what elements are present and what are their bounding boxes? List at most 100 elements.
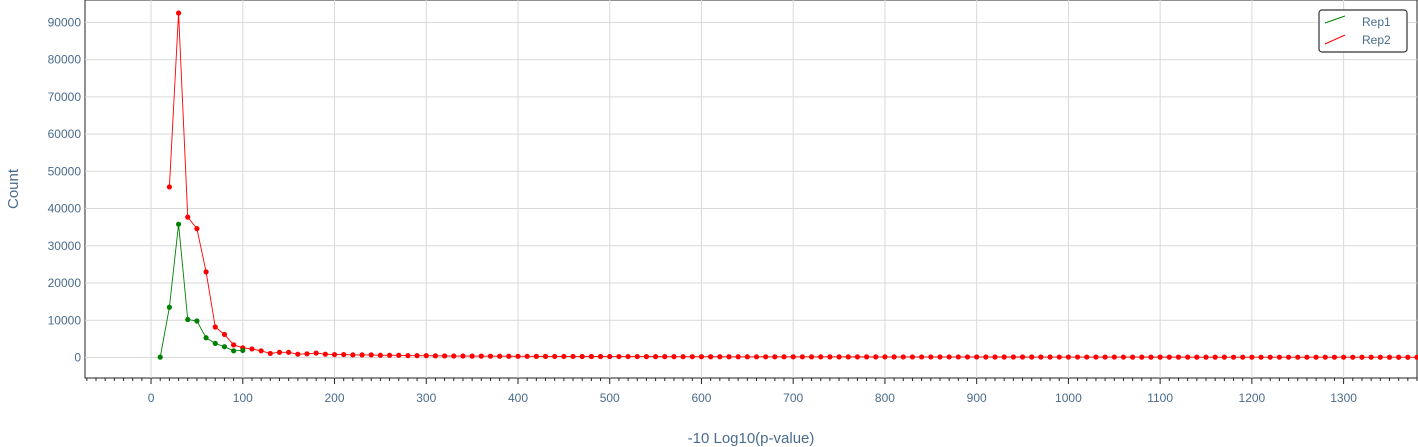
- data-point-rep2: [322, 351, 328, 357]
- data-point-rep2: [1139, 354, 1145, 360]
- data-point-rep2: [974, 354, 980, 360]
- x-tick-label: 1300: [1330, 391, 1357, 405]
- data-point-rep2: [698, 354, 705, 360]
- data-point-rep2: [1240, 354, 1246, 360]
- data-point-rep2: [790, 354, 796, 360]
- y-tick-label: 10000: [48, 313, 82, 327]
- x-tick-label: 400: [508, 391, 528, 405]
- x-tick-label: 1000: [1055, 391, 1082, 405]
- data-point-rep1: [194, 318, 200, 324]
- data-point-rep2: [1157, 354, 1163, 360]
- data-point-rep2: [1249, 354, 1255, 360]
- data-point-rep2: [964, 354, 971, 360]
- data-point-rep2: [763, 354, 769, 360]
- y-tick-label: 60000: [48, 127, 82, 141]
- data-point-rep1: [240, 347, 246, 354]
- data-point-rep2: [799, 354, 805, 360]
- y-tick-label: 30000: [48, 239, 82, 253]
- y-tick-label: 20000: [48, 276, 82, 290]
- data-point-rep2: [579, 353, 585, 360]
- data-point-rep2: [597, 353, 604, 360]
- data-point-rep2: [249, 346, 255, 352]
- data-point-rep2: [937, 354, 943, 360]
- legend-box: [1318, 9, 1408, 53]
- data-point-rep2: [808, 354, 815, 360]
- data-point-rep2: [1276, 354, 1282, 360]
- data-point-rep2: [524, 353, 530, 359]
- data-point-rep2: [1212, 354, 1218, 360]
- data-point-rep2: [1359, 354, 1365, 360]
- x-tick-label: 300: [416, 391, 436, 405]
- data-point-rep2: [1304, 354, 1310, 360]
- legend-label-rep1: Rep1: [1362, 15, 1391, 29]
- x-tick-label: 200: [325, 391, 345, 405]
- data-point-rep2: [744, 354, 750, 360]
- data-point-rep2: [1341, 354, 1347, 360]
- data-point-rep2: [1120, 354, 1127, 360]
- data-point-rep2: [396, 352, 402, 358]
- data-point-rep2: [552, 353, 558, 360]
- data-point-rep2: [286, 349, 292, 355]
- legend: Rep1 Rep2: [1318, 9, 1408, 53]
- y-axis: 0 10000 20000 30000 40000 50000 60000 70000 8000…: [48, 15, 82, 364]
- y-tick-label: 90000: [48, 15, 82, 29]
- data-point-rep2: [304, 351, 310, 357]
- data-point-rep2: [1331, 354, 1338, 360]
- data-point-rep2: [909, 354, 916, 360]
- x-tick-label: 1200: [1239, 391, 1266, 405]
- data-point-rep2: [753, 354, 760, 360]
- legend-label-rep2: Rep2: [1362, 33, 1391, 47]
- data-point-rep2: [1267, 354, 1273, 360]
- data-point-rep2: [634, 353, 640, 360]
- data-point-rep2: [478, 353, 484, 359]
- data-point-rep2: [1230, 354, 1237, 360]
- data-point-rep2: [185, 214, 191, 220]
- data-point-rep2: [1185, 354, 1191, 360]
- x-tick-label: 100: [233, 391, 253, 405]
- data-point-rep2: [717, 354, 723, 360]
- data-point-rep2: [845, 354, 851, 360]
- data-point-rep2: [166, 184, 172, 190]
- data-point-rep1: [212, 340, 218, 346]
- data-point-rep2: [625, 353, 631, 360]
- data-point-rep2: [442, 353, 448, 359]
- data-point-rep2: [515, 353, 521, 359]
- data-point-rep2: [405, 353, 411, 359]
- data-point-rep2: [212, 324, 218, 330]
- x-tick-label: 900: [967, 391, 987, 405]
- data-point-rep2: [221, 331, 228, 338]
- y-tick-label: 50000: [48, 164, 82, 178]
- data-point-rep2: [882, 354, 888, 360]
- data-point-rep2: [652, 354, 659, 360]
- data-point-rep2: [506, 353, 512, 359]
- data-point-rep2: [570, 353, 576, 360]
- data-point-rep2: [1084, 354, 1090, 360]
- data-point-rep2: [1221, 354, 1227, 360]
- data-point-rep2: [203, 269, 209, 275]
- data-point-rep2: [432, 353, 439, 359]
- data-point-rep2: [469, 353, 475, 359]
- data-point-rep2: [1396, 354, 1402, 360]
- data-point-rep2: [542, 353, 549, 359]
- data-point-rep2: [1029, 354, 1035, 360]
- data-point-rep2: [735, 354, 741, 360]
- grid-lines: [85, 0, 1417, 378]
- data-point-rep2: [377, 352, 383, 358]
- data-point-rep2: [1093, 354, 1099, 360]
- data-point-rep2: [1377, 354, 1383, 360]
- data-point-rep2: [331, 351, 338, 358]
- data-point-rep2: [295, 351, 301, 357]
- data-point-rep2: [1258, 354, 1264, 360]
- data-point-rep2: [818, 354, 824, 360]
- data-point-rep2: [1285, 354, 1292, 360]
- x-axis: 0 100 200 300 400 500 600 700 800 900 1000 1100 1200…: [86, 378, 1418, 405]
- x-tick-label: 600: [691, 391, 711, 405]
- data-point-rep2: [827, 354, 833, 360]
- data-point-rep1: [166, 304, 172, 310]
- y-tick-label: 0: [74, 351, 81, 365]
- data-point-rep2: [487, 353, 494, 359]
- data-point-rep2: [175, 10, 182, 16]
- data-point-rep2: [1405, 354, 1411, 360]
- data-point-rep2: [368, 352, 374, 358]
